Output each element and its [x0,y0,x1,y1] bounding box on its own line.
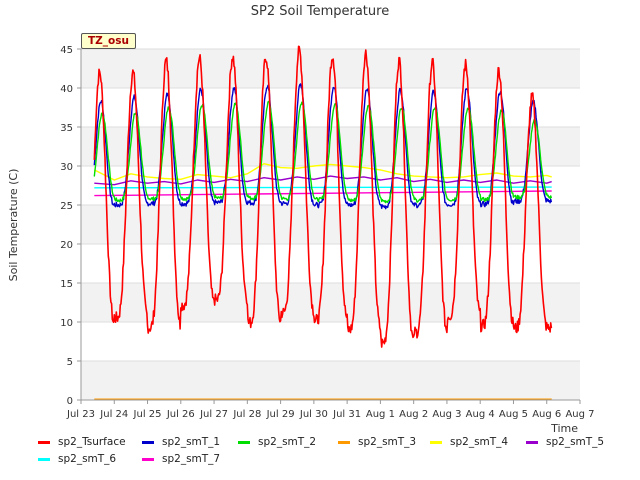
legend-swatch [142,457,154,461]
legend-item-sp2_smT_6: sp2_smT_6 [38,453,116,465]
legend-label: sp2_smT_6 [58,453,117,465]
legend-item-sp2_smT_7: sp2_smT_7 [142,453,220,465]
x-tick-label: Aug 7 [565,409,594,420]
legend-swatch [430,440,442,444]
legend-item-sp2_smT_1: sp2_smT_1 [142,436,220,448]
legend-label: sp2_smT_1 [162,436,221,448]
x-tick-label: Aug 6 [532,409,561,420]
plot-band [81,361,580,400]
legend-swatch [338,440,350,444]
y-tick-label: 15 [60,279,73,290]
legend-label: sp2_smT_4 [450,436,509,448]
series-line-sp2_smT_5 [94,175,552,186]
y-tick-label: 5 [67,357,73,368]
x-tick-label: Jul 26 [166,409,195,420]
x-tick-label: Jul 29 [266,409,295,420]
x-tick-label: Jul 25 [133,409,162,420]
legend-swatch [526,440,538,444]
legend-swatch [142,440,154,444]
x-tick-label: Aug 1 [366,409,395,420]
legend-item-sp2_smT_2: sp2_smT_2 [238,436,316,448]
legend-item-sp2_smT_5: sp2_smT_5 [526,436,604,448]
legend-label: sp2_smT_2 [258,436,317,448]
legend-label: sp2_smT_3 [358,436,417,448]
legend-item-sp2_Tsurface: sp2_Tsurface [38,436,126,448]
x-tick-label: Jul 23 [66,409,95,420]
y-tick-label: 45 [60,45,73,56]
series-line-sp2_Tsurface [93,45,553,348]
x-tick-label: Aug 5 [499,409,528,420]
x-axis-label: Time [550,422,578,435]
x-tick-label: Jul 27 [199,409,228,420]
legend-swatch [238,440,250,444]
x-tick-label: Jul 24 [99,409,128,420]
legend-label: sp2_Tsurface [58,436,126,448]
plot-band [81,205,580,244]
y-axis-label: Soil Temperature (C) [7,169,20,282]
y-tick-label: 25 [60,201,73,212]
plot-band [81,283,580,322]
x-tick-label: Aug 2 [399,409,428,420]
legend-label: sp2_smT_5 [546,436,605,448]
legend-item-sp2_smT_3: sp2_smT_3 [338,436,416,448]
legend: sp2_Tsurface sp2_smT_1 sp2_smT_2 sp2_smT_3 s… [0,436,640,476]
legend-swatch [38,457,50,461]
x-tick-label: Aug 3 [432,409,461,420]
y-tick-label: 30 [60,162,73,173]
y-tick-label: 40 [60,84,73,95]
x-tick-label: Jul 30 [299,409,328,420]
x-tick-label: Aug 4 [466,409,495,420]
chart-title: SP2 Soil Temperature [251,4,389,19]
y-tick-label: 0 [67,396,73,407]
x-tick-label: Jul 28 [232,409,261,420]
series-line-sp2_smT_7 [94,190,552,197]
timezone-label: TZ_osu [81,33,136,49]
legend-swatch [38,440,50,444]
y-tick-label: 20 [60,240,73,251]
legend-label: sp2_smT_7 [162,453,221,465]
y-tick-label: 10 [60,318,73,329]
x-tick-label: Jul 31 [332,409,361,420]
y-tick-label: 35 [60,123,73,134]
series-line-sp2_smT_6 [94,186,552,189]
legend-item-sp2_smT_4: sp2_smT_4 [430,436,508,448]
